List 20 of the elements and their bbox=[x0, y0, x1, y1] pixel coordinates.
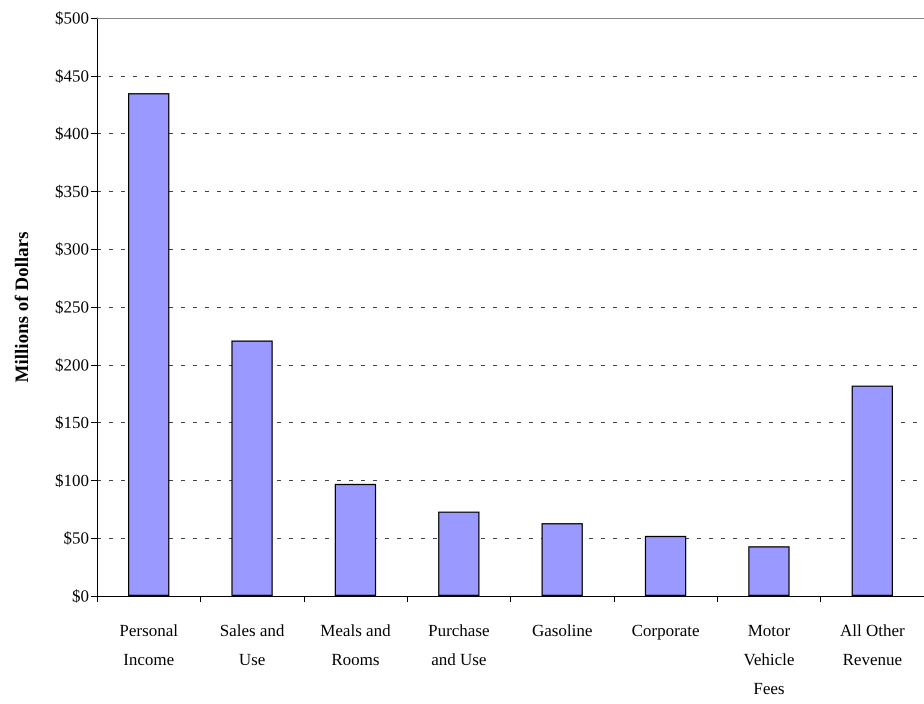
y-tick-label: $350 bbox=[55, 182, 89, 201]
y-tick-label: $300 bbox=[55, 240, 89, 259]
y-tick-label: $50 bbox=[64, 528, 89, 548]
x-tick-label: All Other Revenue bbox=[840, 621, 905, 669]
x-tick-label: Corporate bbox=[632, 621, 700, 640]
y-tick-label: $500 bbox=[55, 8, 89, 28]
y-tick-label: $0 bbox=[72, 586, 89, 606]
y-tick-label: $400 bbox=[55, 124, 89, 144]
y-axis-title: Millions of Dollars bbox=[12, 232, 33, 382]
y-tick-label: $200 bbox=[55, 355, 89, 374]
x-tick-label: Purchase and Use bbox=[428, 621, 490, 669]
y-tick-label: $150 bbox=[55, 413, 89, 432]
x-tick-label: Personal Income bbox=[119, 621, 178, 669]
y-tick-label: $100 bbox=[55, 470, 89, 490]
x-tick-label: Gasoline bbox=[532, 621, 592, 640]
x-tick-label: Motor Vehicle Fees bbox=[743, 621, 794, 698]
y-tick-label: $450 bbox=[55, 66, 89, 86]
y-tick-label: $250 bbox=[55, 298, 89, 316]
x-tick-label: Meals and Rooms bbox=[320, 621, 392, 669]
x-tick-label: Sales and Use bbox=[220, 621, 285, 669]
